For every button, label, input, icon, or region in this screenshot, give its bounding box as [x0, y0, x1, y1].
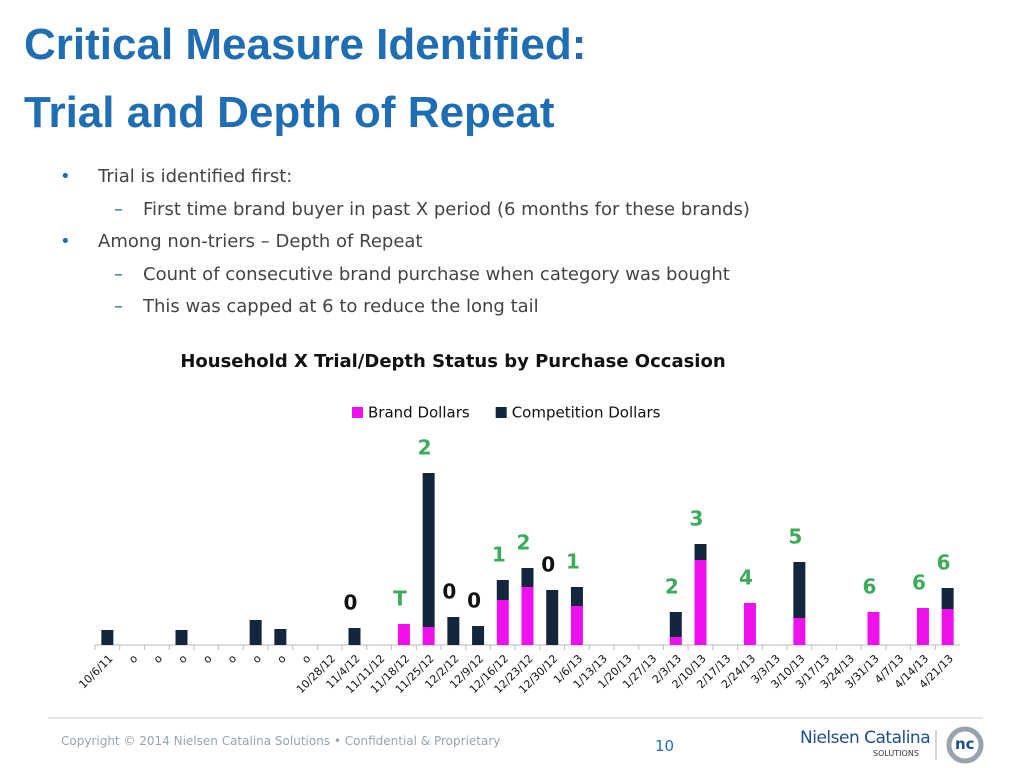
bar-segment: [348, 628, 361, 645]
bar-segment: [496, 580, 509, 600]
bar-segment: [397, 624, 410, 645]
x-tick-label: o: [176, 652, 190, 666]
page-number: 10: [655, 737, 675, 755]
bar-segment: [521, 568, 534, 587]
bar-segment: [422, 627, 435, 645]
bar-segment: [496, 600, 509, 645]
copyright: Copyright © 2014 Nielsen Catalina Soluti…: [61, 734, 501, 748]
legend-label: Brand Dollars: [368, 404, 470, 422]
bar-segment: [249, 620, 262, 645]
bar-segment: [743, 603, 756, 645]
logo-name: Nielsen Catalina: [800, 728, 931, 748]
status-label: 2: [418, 436, 432, 460]
bullet-text: This was capped at 6 to reduce the long …: [143, 296, 539, 317]
bar-segment: [521, 587, 534, 645]
bar-segment: [447, 617, 460, 645]
slide-title: Critical Measure Identified:: [24, 20, 587, 69]
legend-swatch: [352, 407, 363, 418]
bar-segment: [669, 612, 682, 637]
bar-segment: [570, 606, 583, 645]
status-label: 1: [566, 550, 580, 574]
bar-segment: [694, 560, 707, 645]
bar-segment: [274, 629, 287, 645]
bullet-marker: •: [60, 166, 71, 187]
bullet-marker: –: [114, 264, 123, 285]
bullet-text: Count of consecutive brand purchase when…: [143, 264, 730, 285]
bullet-text: Among non-triers – Depth of Repeat: [98, 231, 423, 252]
slide-title: Trial and Depth of Repeat: [24, 88, 555, 137]
status-label: 4: [739, 566, 753, 590]
bar-segment: [472, 626, 485, 645]
bar-segment: [867, 612, 880, 645]
status-label: 0: [541, 553, 555, 577]
bar-segment: [793, 562, 806, 618]
status-label: 6: [937, 551, 951, 575]
bar-segment: [669, 637, 682, 645]
logo-ring: [946, 726, 984, 764]
bar-segment: [916, 608, 929, 645]
legend-swatch: [495, 407, 507, 418]
x-tick-label: o: [250, 652, 264, 666]
bar-segment: [175, 630, 188, 645]
x-tick-label: o: [201, 652, 215, 666]
x-tick-label: o: [126, 652, 140, 666]
x-tick-label: o: [275, 652, 289, 666]
legend-label: Competition Dollars: [512, 404, 661, 422]
bar-segment: [101, 630, 114, 645]
bar-segment: [941, 609, 954, 645]
status-label: 6: [912, 571, 926, 595]
bullet-text: First time brand buyer in past X period …: [143, 199, 750, 220]
bar-segment: [546, 590, 559, 645]
chart-title: Household X Trial/Depth Status by Purcha…: [180, 351, 725, 372]
logo-sub: SOLUTIONS: [873, 749, 919, 758]
x-tick-label: o: [225, 652, 239, 666]
bullet-marker: –: [114, 296, 123, 317]
x-tick-label: 10/6/11: [76, 652, 115, 691]
status-label: 5: [788, 525, 802, 549]
status-label: 0: [467, 589, 481, 613]
status-label: 0: [442, 580, 456, 604]
status-label: 3: [690, 507, 704, 531]
status-label: 0: [344, 591, 358, 615]
bar-segment: [422, 473, 435, 627]
status-label: 6: [863, 575, 877, 599]
status-label: 2: [665, 575, 679, 599]
status-label: 1: [492, 543, 506, 567]
x-tick-label: o: [299, 652, 313, 666]
status-label: T: [393, 587, 407, 611]
bar-segment: [570, 587, 583, 606]
bar-segment: [694, 544, 707, 560]
bullet-text: Trial is identified first:: [98, 166, 293, 187]
bullet-marker: •: [60, 231, 71, 252]
status-label: 2: [517, 531, 531, 555]
x-tick-label: o: [151, 652, 165, 666]
bullet-marker: –: [114, 199, 123, 220]
bar-segment: [941, 588, 954, 609]
logo-mark: nc: [955, 735, 975, 753]
bar-segment: [793, 618, 806, 645]
